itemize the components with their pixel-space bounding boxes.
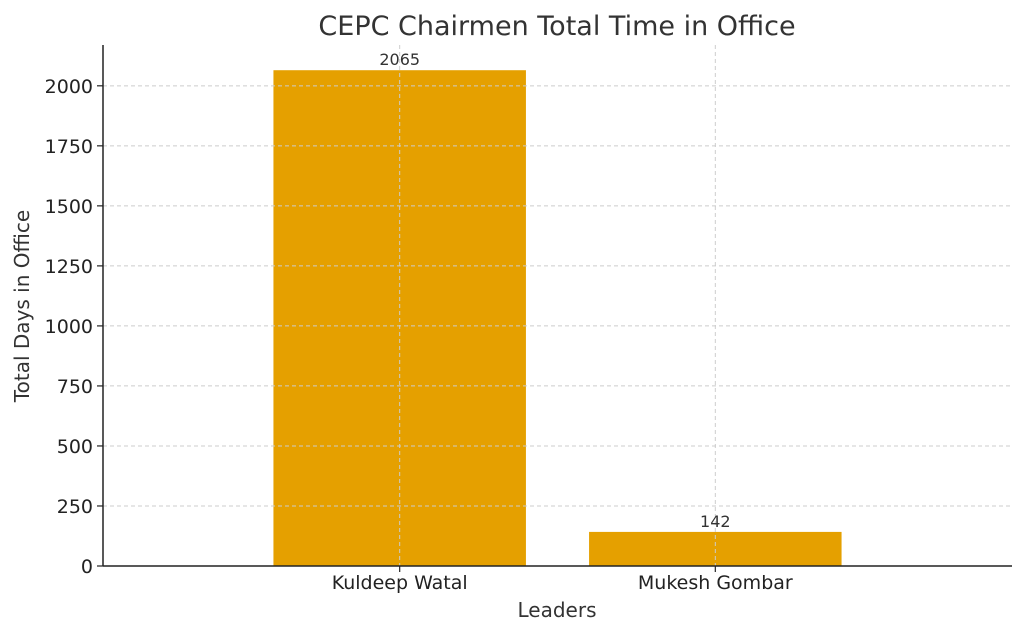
- y-tick-label: 1250: [45, 256, 93, 278]
- x-tick-label: Mukesh Gombar: [638, 572, 793, 594]
- grid-layer: [103, 45, 1012, 567]
- bar-value-label: 2065: [379, 50, 420, 69]
- y-tick-label: 750: [57, 376, 93, 398]
- bar-value-label: 142: [700, 512, 731, 531]
- x-axis-label: Leaders: [518, 598, 597, 622]
- y-tick-label: 1500: [45, 196, 93, 218]
- x-tick-label: Kuldeep Watal: [332, 572, 468, 594]
- y-tick-label: 250: [57, 496, 93, 518]
- axis-layer: [102, 45, 1012, 567]
- chart-title: CEPC Chairmen Total Time in Office: [318, 11, 795, 42]
- bar-layer: [273, 70, 842, 566]
- y-tick-label: 2000: [45, 76, 93, 98]
- y-tick-label: 1000: [45, 316, 93, 338]
- y-tick-label: 1750: [45, 136, 93, 158]
- y-tick-label: 0: [81, 556, 93, 578]
- y-tick-label: 500: [57, 436, 93, 458]
- x-tick-layer: Kuldeep Watal Mukesh Gombar: [332, 566, 793, 594]
- y-tick-layer: 0 250 500 750 1000 1250 1500 1750 2000: [45, 76, 103, 578]
- y-axis-label: Total Days in Office: [10, 210, 34, 403]
- data-label-layer: 2065 142: [379, 50, 730, 531]
